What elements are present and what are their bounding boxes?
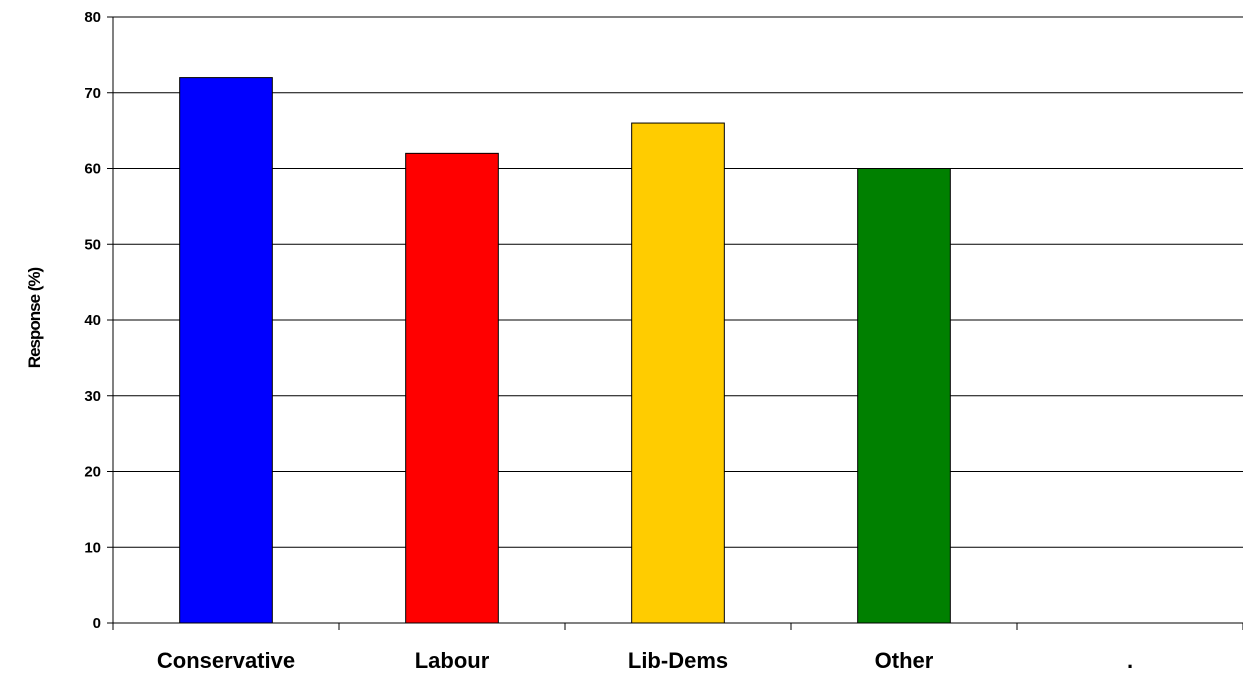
bar-conservative (179, 77, 273, 624)
bar-lib-dems (631, 122, 725, 624)
x-category-label: Conservative (157, 648, 295, 673)
y-tick-label: 50 (84, 236, 101, 253)
y-tick-label: 10 (84, 539, 101, 556)
axes (107, 16, 1243, 630)
x-category-labels: Conservative Labour Lib-Dems Other. (157, 648, 1133, 673)
y-tick-label: 80 (84, 9, 101, 26)
y-tick-label: 60 (84, 161, 101, 178)
y-tick-label: 70 (84, 85, 101, 102)
y-tick-label: 40 (84, 312, 101, 329)
y-tick-label: 20 (84, 464, 101, 481)
x-category-label: Labour (415, 648, 490, 673)
y-tick-label: 0 (93, 615, 101, 632)
bars (179, 77, 951, 624)
bar-other (857, 168, 951, 624)
x-category-label: . (1127, 648, 1133, 673)
x-category-label: Other (875, 648, 934, 673)
y-axis-title: Response (%) (25, 267, 44, 368)
x-category-label: Lib-Dems (628, 648, 728, 673)
bar-labour (405, 152, 499, 624)
y-tick-label: 30 (84, 388, 101, 405)
y-tick-labels: 0 10 20 30 40 50 60 70 80 (84, 9, 101, 632)
